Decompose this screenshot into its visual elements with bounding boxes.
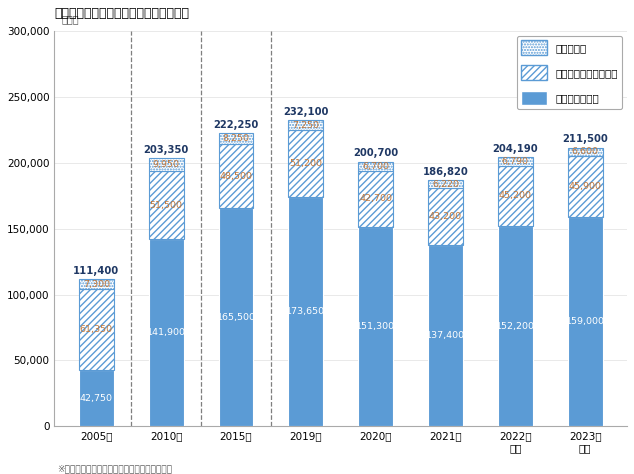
Text: 51,500: 51,500 bbox=[150, 201, 183, 210]
Bar bbox=[358, 162, 393, 171]
Text: 141,900: 141,900 bbox=[146, 328, 186, 337]
Bar bbox=[219, 144, 254, 208]
Bar bbox=[498, 226, 533, 427]
Text: 232,100: 232,100 bbox=[283, 107, 328, 117]
Bar bbox=[79, 289, 113, 370]
Bar bbox=[79, 280, 113, 289]
Text: 6,600: 6,600 bbox=[572, 147, 598, 156]
Bar bbox=[149, 158, 184, 172]
Text: 204,190: 204,190 bbox=[493, 144, 538, 154]
Text: 165,500: 165,500 bbox=[216, 313, 256, 322]
Text: 43,200: 43,200 bbox=[429, 212, 462, 221]
Text: 48,500: 48,500 bbox=[219, 172, 252, 181]
Bar bbox=[79, 370, 113, 427]
Text: 9,950: 9,950 bbox=[153, 160, 179, 169]
Legend: ネイル教育, 消費者向けネイル製品, ネイルサービス: ネイル教育, 消費者向けネイル製品, ネイルサービス bbox=[517, 36, 622, 109]
Text: 200,700: 200,700 bbox=[353, 148, 398, 158]
Text: 6,220: 6,220 bbox=[432, 180, 459, 189]
Bar bbox=[288, 130, 323, 198]
Bar bbox=[288, 198, 323, 427]
Bar bbox=[567, 156, 602, 217]
Bar bbox=[428, 180, 463, 188]
Bar bbox=[288, 120, 323, 130]
Text: 203,350: 203,350 bbox=[143, 145, 189, 155]
Text: 51,200: 51,200 bbox=[289, 159, 322, 168]
Bar bbox=[358, 171, 393, 227]
Text: 151,300: 151,300 bbox=[356, 322, 395, 331]
Text: 「ネイル産業市場規模の推移（全体）」: 「ネイル産業市場規模の推移（全体）」 bbox=[55, 7, 190, 20]
Bar bbox=[567, 217, 602, 427]
Bar bbox=[149, 172, 184, 239]
Text: 6,790: 6,790 bbox=[502, 157, 529, 166]
Bar bbox=[428, 245, 463, 427]
Text: 186,820: 186,820 bbox=[423, 167, 469, 177]
Bar bbox=[149, 239, 184, 427]
Text: 45,200: 45,200 bbox=[499, 191, 532, 201]
Bar bbox=[567, 147, 602, 156]
Text: 137,400: 137,400 bbox=[426, 331, 465, 340]
Text: 211,500: 211,500 bbox=[562, 134, 608, 144]
Text: 6,700: 6,700 bbox=[362, 162, 389, 171]
Bar bbox=[428, 188, 463, 245]
Bar bbox=[219, 133, 254, 144]
Text: 7,300: 7,300 bbox=[83, 280, 110, 289]
Text: 8,250: 8,250 bbox=[223, 134, 250, 143]
Text: 159,000: 159,000 bbox=[566, 317, 605, 326]
Bar bbox=[358, 227, 393, 427]
Text: 61,350: 61,350 bbox=[80, 325, 113, 334]
Bar bbox=[498, 157, 533, 166]
Bar bbox=[219, 208, 254, 427]
Bar bbox=[498, 166, 533, 226]
Text: ※消費者向けネイル製品は「未端価格」ベース: ※消費者向けネイル製品は「未端価格」ベース bbox=[57, 465, 172, 474]
Text: 173,650: 173,650 bbox=[287, 308, 325, 317]
Text: 222,250: 222,250 bbox=[214, 120, 259, 130]
Text: 152,200: 152,200 bbox=[496, 321, 535, 330]
Text: 111,400: 111,400 bbox=[74, 266, 119, 276]
Text: 7,250: 7,250 bbox=[292, 121, 320, 129]
Text: 42,700: 42,700 bbox=[359, 194, 392, 203]
Text: 42,750: 42,750 bbox=[80, 394, 113, 403]
Text: 百万円: 百万円 bbox=[61, 14, 79, 24]
Text: 45,900: 45,900 bbox=[569, 182, 602, 191]
